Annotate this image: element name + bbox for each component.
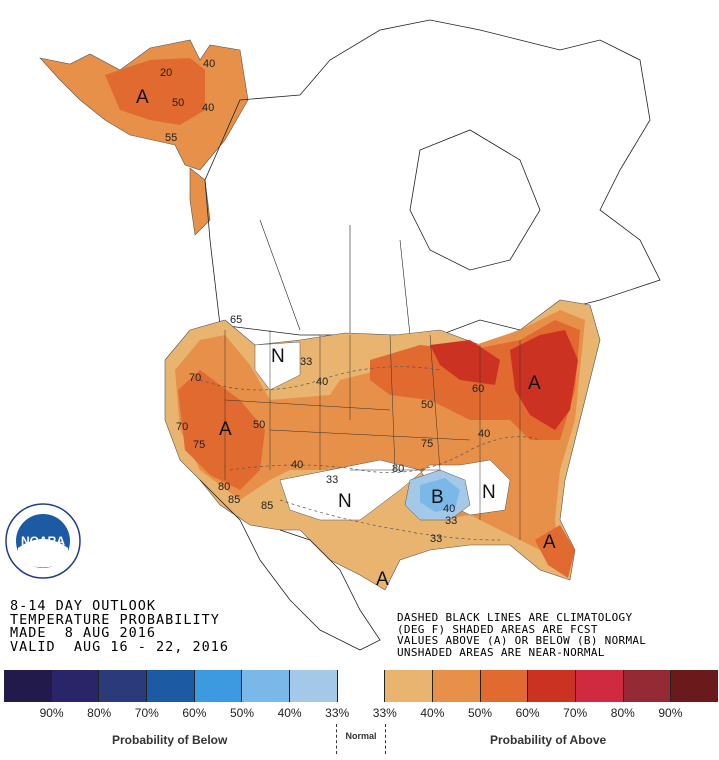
contour-40-mid: 40 <box>291 459 303 471</box>
legend-swatch <box>51 670 100 702</box>
noaa-logo-text: NOARA <box>21 534 65 548</box>
contour-55: 55 <box>165 132 177 144</box>
outlook-title: 8-14 DAY OUTLOOK TEMPERATURE PROBABILITY… <box>10 598 230 655</box>
contour-75-west: 75 <box>193 439 205 451</box>
contour-33-north: 33 <box>300 356 312 368</box>
legend-label: 60% <box>515 706 540 720</box>
contour-20: 20 <box>160 67 172 79</box>
legend-labels: 90% 80% 70% 60% 50% 40% 33% 33% 40% 50% 60% 70% 80% 9… <box>4 706 718 722</box>
legend-label: 90% <box>39 706 64 720</box>
legend-swatch <box>242 670 291 702</box>
legend-caption-above: Probability of Above <box>490 733 607 747</box>
label-n-north: N <box>271 346 285 367</box>
notes-line-3: VALUES ABOVE (A) OR BELOW (B) NORMAL <box>397 634 647 647</box>
legend-swatch <box>528 670 577 702</box>
notes-line-1: DASHED BLACK LINES ARE CLIMATOLOGY <box>397 611 633 624</box>
label-a-southeast: A <box>543 532 556 553</box>
legend-label: 60% <box>182 706 207 720</box>
noaa-logo: NOARA <box>5 503 81 579</box>
legend-normal-box: Normal <box>336 724 386 754</box>
legend-swatch <box>385 670 434 702</box>
label-n-south: N <box>338 491 352 512</box>
title-line-1: 8-14 DAY OUTLOOK <box>10 598 157 614</box>
label-a-alaska: A <box>136 87 149 108</box>
legend-label: 33% <box>372 706 397 720</box>
contour-40-north: 40 <box>316 376 328 388</box>
label-n-east: N <box>482 482 496 503</box>
legend-label: 90% <box>658 706 683 720</box>
legend-label: 50% <box>229 706 254 720</box>
contour-70-b: 70 <box>176 421 188 433</box>
contour-75-east: 75 <box>421 438 433 450</box>
legend-label: 33% <box>325 706 350 720</box>
contour-85-b: 85 <box>261 500 273 512</box>
contour-85: 85 <box>228 494 240 506</box>
contour-50-west: 50 <box>253 419 265 431</box>
legend-swatch <box>194 670 243 702</box>
contour-40-ak: 40 <box>203 58 215 70</box>
contour-33-south: 33 <box>445 515 457 527</box>
contour-65: 65 <box>230 314 242 326</box>
legend-swatch <box>337 670 386 702</box>
contour-33-gulf: 33 <box>430 533 442 545</box>
legend-label: 40% <box>420 706 445 720</box>
contour-40-ak2: 40 <box>202 102 214 114</box>
legend-label: 80% <box>87 706 112 720</box>
title-line-4: VALID AUG 16 - 22, 2016 <box>10 638 230 655</box>
legend-caption-normal: Normal <box>345 731 377 741</box>
legend-label: 80% <box>610 706 635 720</box>
legend-label: 50% <box>467 706 492 720</box>
legend-swatch <box>480 670 529 702</box>
outlook-map: A A A A A B N N N 20 40 50 40 55 65 33 4… <box>5 19 661 651</box>
legend-swatch <box>576 670 624 702</box>
legend-label: 70% <box>563 706 588 720</box>
label-a-northeast: A <box>528 373 541 394</box>
title-line-2: TEMPERATURE PROBABILITY <box>10 611 220 628</box>
contour-80-west: 80 <box>218 481 230 493</box>
legend-swatch <box>623 670 672 702</box>
legend-label: 70% <box>134 706 159 720</box>
legend-color-bar <box>4 670 719 702</box>
legend-swatch <box>433 670 481 702</box>
contour-60: 60 <box>472 383 484 395</box>
contour-33-mid: 33 <box>326 474 338 486</box>
label-b: B <box>431 487 444 508</box>
outlook-notes: DASHED BLACK LINES ARE CLIMATOLOGY (DEG … <box>397 612 646 658</box>
label-a-west: A <box>219 419 232 440</box>
title-line-3: MADE 8 AUG 2016 <box>10 625 157 641</box>
legend-caption-below: Probability of Below <box>112 733 228 747</box>
legend-swatch <box>4 670 52 702</box>
notes-line-2: (DEG F) SHADED AREAS ARE FCST <box>397 622 598 636</box>
label-a-texas: A <box>376 569 389 590</box>
contour-80-east: 80 <box>392 463 404 475</box>
legend-swatch <box>671 670 719 702</box>
notes-line-4: UNSHADED AREAS ARE NEAR-NORMAL <box>397 645 605 659</box>
contour-50-ak: 50 <box>172 97 184 109</box>
legend-swatch <box>147 670 195 702</box>
contour-70: 70 <box>189 372 201 384</box>
contour-40-east: 40 <box>478 428 490 440</box>
legend-swatch <box>290 670 338 702</box>
legend-label: 40% <box>277 706 302 720</box>
contour-40-south: 40 <box>443 503 455 515</box>
legend-swatch <box>99 670 148 702</box>
contour-50-east: 50 <box>421 399 433 411</box>
